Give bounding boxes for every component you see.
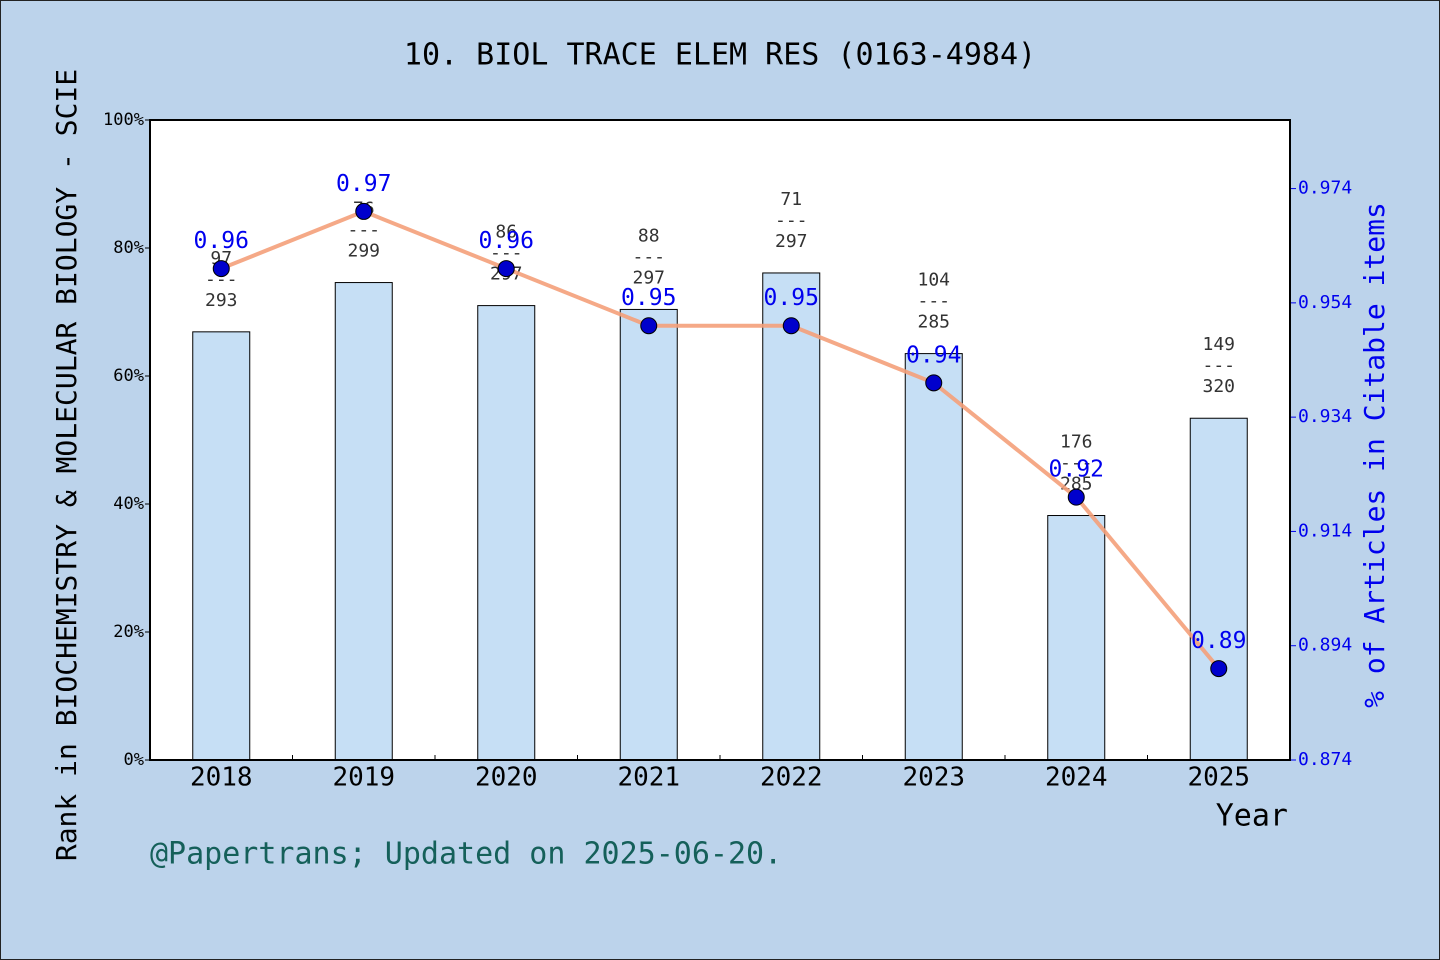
rank-label: 149: [1202, 334, 1235, 355]
plot-border: [149, 119, 1291, 761]
rank-label: 176: [1060, 432, 1093, 453]
y-tick-label: 100%: [103, 110, 144, 130]
rank-separator: ---: [1202, 355, 1235, 376]
line-marker: [497, 260, 515, 278]
x-tick-label: 2019: [332, 763, 395, 793]
x-tick-label: 2018: [190, 763, 253, 793]
total-label: 299: [347, 241, 380, 262]
rank-label: 86: [495, 222, 517, 243]
bar: [477, 305, 536, 761]
x-tick-label: 2021: [617, 763, 680, 793]
total-label: 293: [205, 290, 238, 311]
x-tick-label: 2023: [902, 763, 965, 793]
rank-separator: ---: [205, 269, 238, 290]
line-value-label: 0.96: [194, 228, 249, 254]
bar: [192, 331, 251, 761]
y-tick-label: 40%: [113, 494, 144, 514]
bar: [1047, 515, 1106, 761]
y-tick-label: 80%: [113, 238, 144, 258]
total-label: 297: [775, 231, 808, 252]
bar: [1189, 417, 1248, 761]
line-marker: [925, 374, 943, 392]
line-marker: [212, 260, 230, 278]
total-label: 320: [1202, 376, 1235, 397]
y-axis-label: Rank in BIOCHEMISTRY & MOLECULAR BIOLOGY…: [50, 69, 83, 861]
rank-label: 104: [917, 270, 950, 291]
line-marker: [355, 202, 373, 220]
rank-separator: ---: [775, 210, 808, 231]
y2-tick-label: 0.934: [1298, 406, 1352, 427]
y2-tick-label: 0.894: [1298, 635, 1352, 656]
rank-label: 71: [780, 189, 802, 210]
y2-tick-label: 0.954: [1298, 292, 1352, 313]
line-marker: [782, 317, 800, 335]
line-marker: [1210, 660, 1228, 678]
y2-axis-label: % of Articles in Citable items: [1358, 202, 1391, 708]
x-tick-label: 2022: [760, 763, 823, 793]
y2-tick-label: 0.914: [1298, 520, 1352, 541]
line-marker: [1067, 488, 1085, 506]
bar: [904, 353, 963, 761]
line-value-label: 0.92: [1049, 457, 1104, 483]
y-tick-label: 60%: [113, 366, 144, 386]
line: [220, 209, 1221, 670]
chart-title: 10. BIOL TRACE ELEM RES (0163-4984): [404, 38, 1036, 73]
total-label: 297: [632, 267, 665, 288]
x-tick-label: 2024: [1045, 763, 1108, 793]
rank-separator: ---: [347, 220, 380, 241]
line-value-label: 0.95: [621, 285, 676, 311]
rank-separator: ---: [917, 291, 950, 312]
x-tick-label: 2020: [475, 763, 538, 793]
line-value-label: 0.95: [764, 285, 819, 311]
total-label: 285: [917, 312, 950, 333]
line-marker: [640, 317, 658, 335]
rank-label: 88: [638, 225, 660, 246]
y-tick-label: 0%: [124, 750, 144, 770]
line-value-label: 0.97: [336, 171, 391, 197]
y2-tick-label: 0.974: [1298, 178, 1352, 199]
rank-separator: ---: [632, 246, 665, 267]
rank-separator: ---: [490, 243, 523, 264]
footnote: @Papertrans; Updated on 2025-06-20.: [150, 837, 782, 872]
y2-tick-label: 0.874: [1298, 749, 1352, 770]
line-value-label: 0.94: [906, 342, 961, 368]
x-tick-label: 2025: [1187, 763, 1250, 793]
bar: [334, 282, 393, 761]
x-axis-label: Year: [1216, 799, 1288, 834]
line-value-label: 0.96: [479, 228, 534, 254]
bar: [762, 272, 821, 761]
y-tick-label: 20%: [113, 622, 144, 642]
bar: [619, 308, 678, 761]
rank-separator: ---: [1060, 453, 1093, 474]
line-value-label: 0.89: [1191, 628, 1246, 654]
plot-area: [150, 120, 1290, 760]
